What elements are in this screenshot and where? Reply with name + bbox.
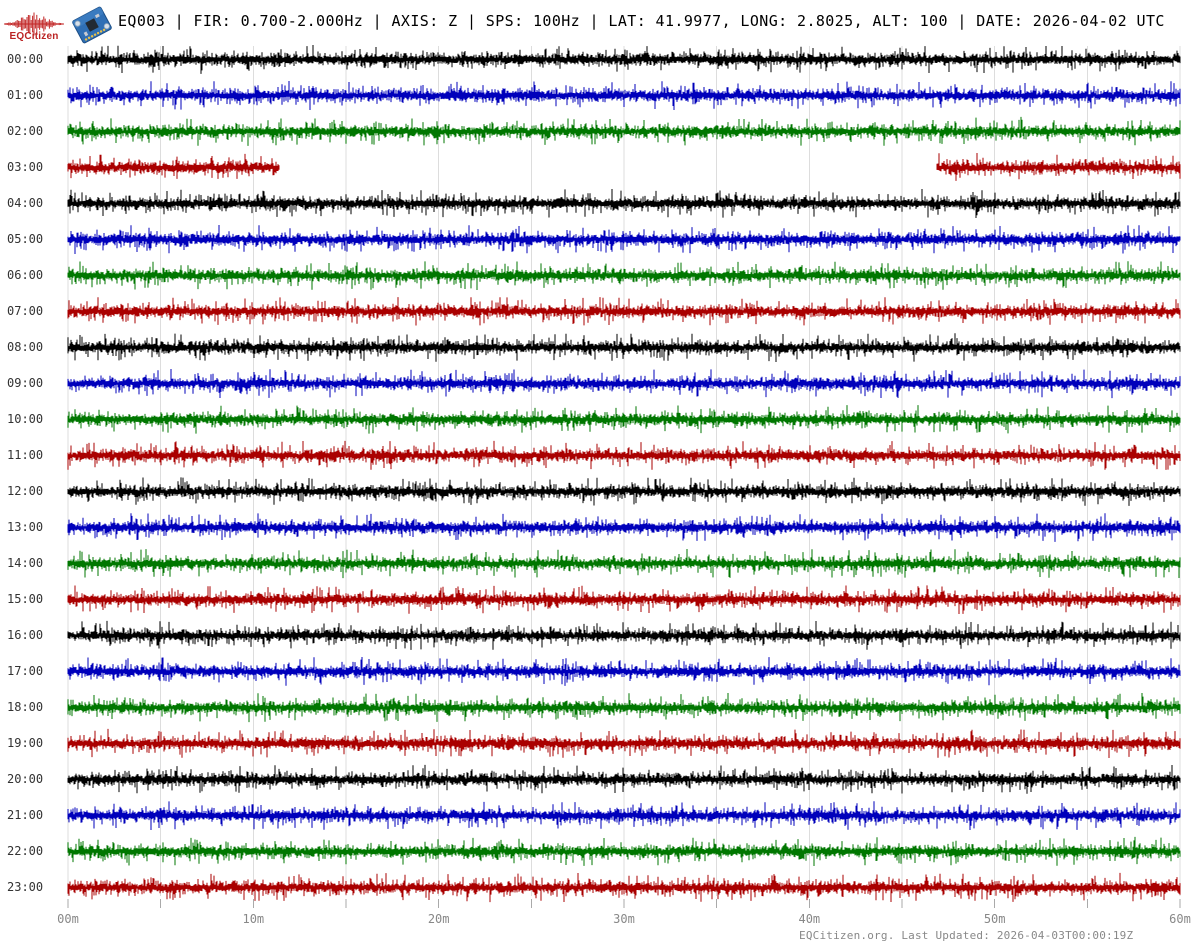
hour-label-01:00: 01:00 xyxy=(7,88,44,102)
trace-06:00 xyxy=(67,261,1181,290)
x-axis-label-60m: 60m xyxy=(1169,912,1191,926)
logo-waveform-path xyxy=(4,12,64,36)
trace-05:00 xyxy=(67,225,1181,254)
hour-label-08:00: 08:00 xyxy=(7,340,44,354)
hour-label-20:00: 20:00 xyxy=(7,772,44,786)
trace-14:00 xyxy=(67,549,1181,579)
trace-00:00 xyxy=(67,45,1181,74)
trace-18:00 xyxy=(67,693,1181,723)
eqcitizen-logo-text: EQCitizen xyxy=(9,31,59,42)
hour-label-19:00: 19:00 xyxy=(7,736,44,750)
hour-label-17:00: 17:00 xyxy=(7,664,44,678)
trace-08:00 xyxy=(67,333,1181,362)
hour-label-23:00: 23:00 xyxy=(7,880,44,894)
footer-credit: EQCitizen.org. Last Updated: 2026-04-03T… xyxy=(799,929,1134,942)
hour-label-15:00: 15:00 xyxy=(7,592,44,606)
x-axis-label-30m: 30m xyxy=(613,912,635,926)
hour-label-05:00: 05:00 xyxy=(7,232,44,246)
trace-23:00 xyxy=(67,872,1181,903)
hour-label-14:00: 14:00 xyxy=(7,556,44,570)
header: EQCitizen EQ003 | FIR: 0.700-2.000Hz | A… xyxy=(0,0,1200,46)
hour-label-03:00: 03:00 xyxy=(7,160,44,174)
hour-label-10:00: 10:00 xyxy=(7,412,44,426)
trace-11:00 xyxy=(67,440,1181,470)
hour-label-16:00: 16:00 xyxy=(7,628,44,642)
trace-07:00 xyxy=(67,297,1181,326)
trace-12:00 xyxy=(67,477,1181,506)
page-title: EQ003 | FIR: 0.700-2.000Hz | AXIS: Z | S… xyxy=(118,12,1165,30)
hour-label-22:00: 22:00 xyxy=(7,844,44,858)
hour-label-09:00: 09:00 xyxy=(7,376,44,390)
trace-19:00 xyxy=(67,728,1181,758)
x-axis-label-10m: 10m xyxy=(242,912,265,926)
trace-16:00 xyxy=(67,620,1181,650)
trace-03:00 xyxy=(67,153,1181,181)
hour-label-02:00: 02:00 xyxy=(7,124,44,138)
eqcitizen-logo-waveform-icon xyxy=(4,12,64,36)
hour-label-13:00: 13:00 xyxy=(7,520,44,534)
trace-09:00 xyxy=(67,369,1181,399)
hour-label-18:00: 18:00 xyxy=(7,700,44,714)
hour-label-00:00: 00:00 xyxy=(7,52,44,66)
trace-01:00 xyxy=(67,81,1181,110)
hour-label-04:00: 04:00 xyxy=(7,196,44,210)
trace-02:00 xyxy=(67,116,1181,146)
trace-13:00 xyxy=(67,513,1181,542)
hour-label-11:00: 11:00 xyxy=(7,448,44,462)
hour-label-21:00: 21:00 xyxy=(7,808,44,822)
sensor-chip-image xyxy=(72,6,112,44)
trace-17:00 xyxy=(67,657,1181,686)
x-axis-label-20m: 20m xyxy=(427,912,450,926)
hour-label-06:00: 06:00 xyxy=(7,268,44,282)
hour-label-07:00: 07:00 xyxy=(7,304,44,318)
trace-22:00 xyxy=(67,836,1181,866)
trace-20:00 xyxy=(67,764,1181,794)
x-axis-label-50m: 50m xyxy=(983,912,1006,926)
trace-21:00 xyxy=(67,801,1181,830)
hour-label-12:00: 12:00 xyxy=(7,484,44,498)
trace-10:00 xyxy=(67,405,1181,434)
x-axis-label-40m: 40m xyxy=(798,912,821,926)
trace-15:00 xyxy=(67,585,1181,614)
trace-04:00 xyxy=(67,189,1181,218)
x-axis-label-00m: 00m xyxy=(57,912,79,926)
